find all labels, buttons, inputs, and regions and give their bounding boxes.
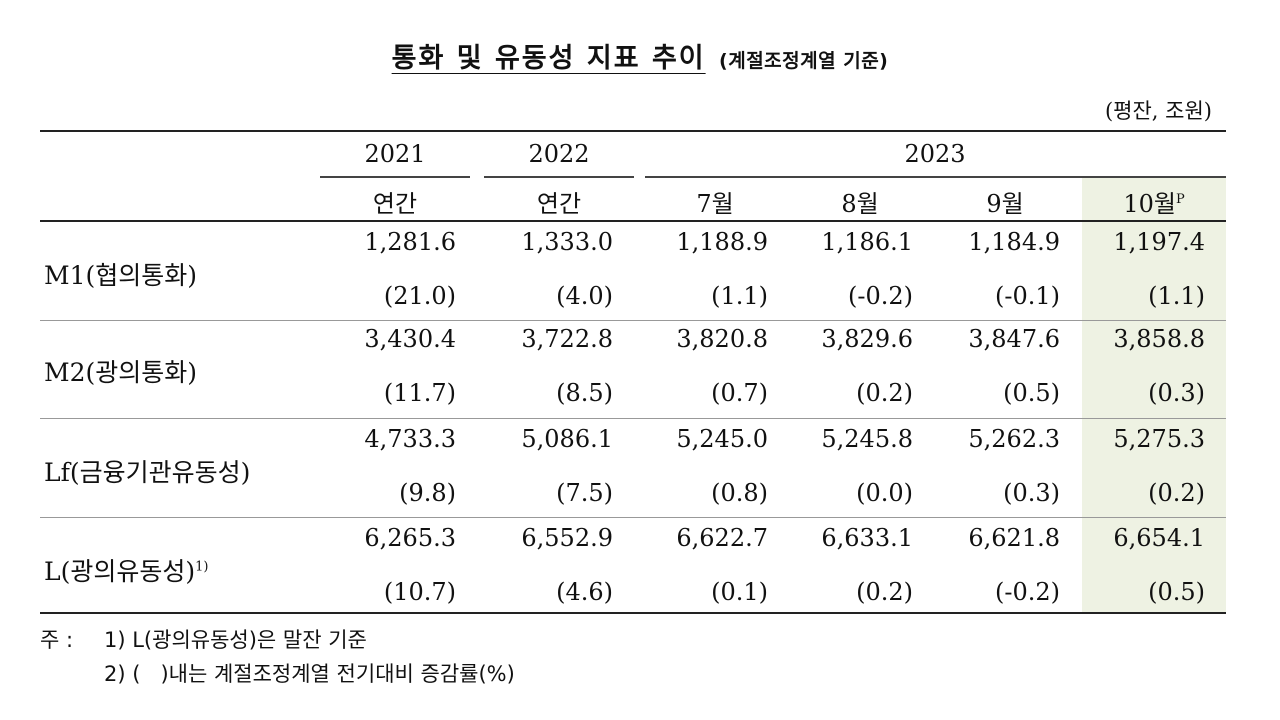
- table-cell-change: (8.5): [556, 379, 613, 407]
- header-col-3: 7월: [696, 190, 734, 218]
- row-label-footnote: 1): [195, 559, 209, 575]
- row-separator-2: [40, 418, 1226, 419]
- row-separator-3: [40, 517, 1226, 518]
- unit-label: (평잔, 조원): [1104, 99, 1212, 123]
- title-main: 통화 및 유동성 지표 추이: [391, 43, 706, 74]
- table-cell-change: (0.5): [1148, 578, 1205, 606]
- table-cell-change: (0.2): [856, 379, 913, 407]
- table-cell-value: 5,275.3: [1113, 425, 1205, 453]
- table-bottom-rule: [40, 612, 1226, 614]
- table-cell-change: (9.8): [399, 479, 456, 507]
- table-cell-value: 3,858.8: [1113, 325, 1205, 353]
- table-cell-change: (0.2): [1148, 479, 1205, 507]
- table-cell-value: 6,654.1: [1113, 524, 1205, 552]
- table-cell-change: (0.1): [711, 578, 768, 606]
- table-cell-value: 6,265.3: [364, 524, 456, 552]
- row-label: M2(광의통화): [44, 353, 197, 389]
- row-label: M1(협의통화): [44, 256, 197, 292]
- title-sub: (계절조정계열 기준): [719, 50, 889, 72]
- row-separator-1: [40, 320, 1226, 321]
- row-label-text: M1(협의통화): [44, 261, 198, 290]
- preliminary-mark: P: [1175, 192, 1185, 207]
- table-cell-value: 5,086.1: [521, 425, 613, 453]
- table-cell-value: 4,733.3: [364, 425, 456, 453]
- row-label-text: M2(광의통화): [44, 358, 198, 387]
- table-cell-value: 5,245.0: [676, 425, 768, 453]
- table-cell-value: 6,552.9: [521, 524, 613, 552]
- table-cell-value: 5,245.8: [821, 425, 913, 453]
- header-col-1: 연간: [372, 190, 418, 218]
- header-2023-underline: [645, 176, 1226, 178]
- table-cell-change: (1.1): [711, 282, 768, 310]
- table-cell-change: (0.5): [1003, 379, 1060, 407]
- table-cell-change: (0.8): [711, 479, 768, 507]
- header-col-5: 9월: [986, 190, 1024, 218]
- table-cell-change: (0.7): [711, 379, 768, 407]
- row-label-text: Lf(금융기관유동성): [44, 458, 251, 487]
- table-top-rule: [40, 130, 1226, 132]
- table-cell-change: (-0.2): [847, 282, 913, 310]
- note-1: 1) L(광의유동성)은 말잔 기준: [104, 628, 367, 652]
- header-2021-underline: [320, 176, 470, 178]
- row-label-text: L(광의유동성): [44, 557, 196, 586]
- header-col-6: 10월P: [1082, 184, 1226, 219]
- table-cell-change: (0.3): [1148, 379, 1205, 407]
- header-year-2023: 2023: [904, 140, 966, 168]
- table-cell-change: (4.0): [556, 282, 613, 310]
- table-cell-change: (-0.1): [994, 282, 1060, 310]
- table-cell-value: 6,622.7: [676, 524, 768, 552]
- table-cell-change: (0.3): [1003, 479, 1060, 507]
- notes-prefix: 주 :: [40, 628, 74, 652]
- highlight-column: [1082, 176, 1226, 612]
- table-cell-value: 3,829.6: [821, 325, 913, 353]
- table-cell-value: 3,820.8: [676, 325, 768, 353]
- table-cell-value: 1,186.1: [821, 228, 913, 256]
- header-2022-underline: [484, 176, 634, 178]
- table-cell-change: (4.6): [556, 578, 613, 606]
- table-cell-change: (10.7): [383, 578, 456, 606]
- table-cell-value: 3,722.8: [521, 325, 613, 353]
- table-cell-value: 1,281.6: [364, 228, 456, 256]
- table-cell-value: 1,333.0: [521, 228, 613, 256]
- table-cell-change: (0.2): [856, 578, 913, 606]
- table-cell-value: 5,262.3: [968, 425, 1060, 453]
- table-cell-value: 1,197.4: [1113, 228, 1205, 256]
- row-label: L(광의유동성)1): [44, 552, 208, 588]
- table-cell-change: (-0.2): [994, 578, 1060, 606]
- table-cell-change: (7.5): [556, 479, 613, 507]
- table-cell-value: 3,847.6: [968, 325, 1060, 353]
- row-label: Lf(금융기관유동성): [44, 453, 250, 489]
- table-cell-change: (21.0): [383, 282, 456, 310]
- header-col-4: 8월: [841, 190, 879, 218]
- header-col-6-label: 10월: [1123, 190, 1176, 218]
- header-year-2021: 2021: [364, 140, 426, 168]
- table-cell-value: 6,633.1: [821, 524, 913, 552]
- table-cell-change: (0.0): [856, 479, 913, 507]
- table-cell-value: 6,621.8: [968, 524, 1060, 552]
- table-cell-value: 1,188.9: [676, 228, 768, 256]
- table-title: 통화 및 유동성 지표 추이 (계절조정계열 기준): [0, 36, 1280, 75]
- table-cell-change: (1.1): [1148, 282, 1205, 310]
- table-cell-value: 3,430.4: [364, 325, 456, 353]
- header-bottom-rule: [40, 220, 1226, 222]
- header-year-2022: 2022: [528, 140, 590, 168]
- table-cell-change: (11.7): [383, 379, 456, 407]
- note-2: 2) ( )내는 계절조정계열 전기대비 증감률(%): [104, 662, 515, 686]
- header-col-2: 연간: [536, 190, 582, 218]
- table-cell-value: 1,184.9: [968, 228, 1060, 256]
